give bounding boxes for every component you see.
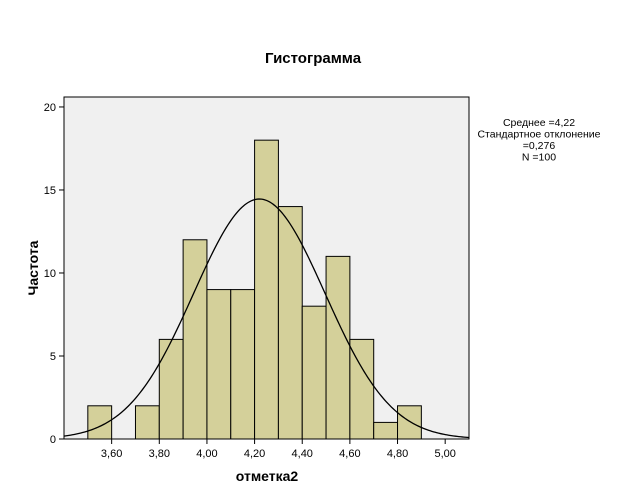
histogram-bar (134, 405, 160, 440)
x-tick-label: 4,80 (387, 448, 408, 460)
y-tick-label: 10 (44, 268, 56, 280)
histogram-bar (277, 206, 303, 440)
y-tick-label: 5 (50, 351, 56, 363)
histogram-bar (325, 255, 351, 440)
chart-title: Гистограмма (265, 50, 362, 67)
y-tick-label: 0 (50, 434, 56, 446)
x-axis-title: отметка2 (236, 468, 299, 484)
x-tick-label: 4,40 (292, 448, 313, 460)
y-tick-label: 20 (44, 102, 56, 114)
x-tick-label: 3,80 (149, 448, 170, 460)
x-tick-label: 5,00 (434, 448, 455, 460)
x-tick-label: 3,60 (101, 448, 122, 460)
y-axis-title: Частота (25, 240, 41, 295)
histogram-bar (254, 139, 279, 440)
x-tick-label: 4,00 (196, 448, 217, 460)
histogram-bar (373, 421, 399, 440)
stats-line: N =100 (522, 152, 556, 164)
normal-curve (63, 198, 470, 439)
histogram-bar (206, 289, 232, 440)
stats-line: Среднее =4,22 (503, 117, 575, 129)
stats-line: =0,276 (523, 140, 556, 152)
histogram-bar (301, 305, 327, 440)
histogram-bar (158, 338, 184, 440)
x-tick-label: 4,20 (244, 448, 265, 460)
histogram-bar (349, 338, 375, 440)
histogram-bar (87, 405, 113, 440)
bars-group (87, 139, 422, 440)
histogram-bar (230, 289, 256, 440)
y-tick-label: 15 (44, 185, 56, 197)
x-tick-label: 4,60 (339, 448, 360, 460)
histogram-bar (397, 405, 422, 440)
histogram-bar (182, 239, 208, 440)
axes-group: 3,60 3,80 4,00 4,20 4,40 4,60 4,80 5,00 0 5 10 15 20 (44, 102, 456, 460)
stats-line: Стандартное отклонение (477, 129, 600, 141)
